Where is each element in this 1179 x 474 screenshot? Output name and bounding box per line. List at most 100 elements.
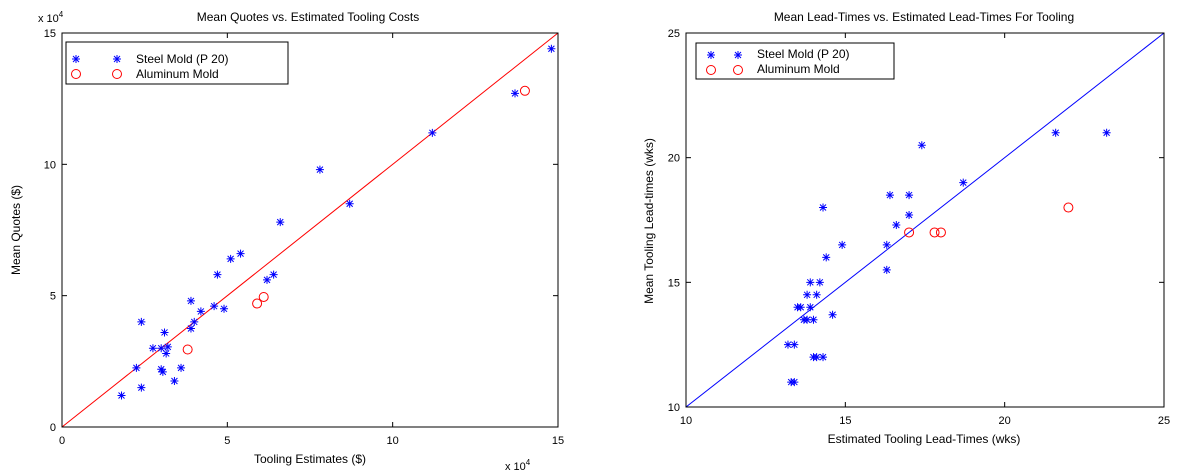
legend: Steel Mold (P 20) Aluminum Mold	[65, 41, 289, 85]
chart-title: Mean Lead-Times vs. Estimated Lead-Times…	[774, 10, 1074, 24]
chart-leadtimes: Mean Lead-Times vs. Estimated Lead-Times…	[642, 10, 1170, 446]
y-axis-multiplier: x 104	[38, 10, 64, 25]
chart-title: Mean Quotes vs. Estimated Tooling Costs	[197, 10, 420, 24]
data-point-steel	[315, 165, 324, 174]
chart-quotes-vs-estimates: Mean Quotes vs. Estimated Tooling Costs …	[9, 10, 564, 473]
x-tick-label: 0	[59, 435, 65, 447]
data-point-steel	[790, 340, 799, 349]
data-point-steel	[117, 391, 126, 400]
data-point-steel	[803, 290, 812, 299]
legend: Steel Mold (P 20) Aluminum Mold	[695, 42, 895, 80]
data-point-steel	[157, 344, 166, 353]
data-point-steel	[263, 275, 272, 284]
data-point-steel	[819, 203, 828, 212]
x-tick-label: 10	[680, 415, 692, 427]
data-point-steel	[177, 363, 186, 372]
data-point-steel	[815, 278, 824, 287]
data-point-steel	[547, 44, 556, 53]
data-point-steel	[1051, 128, 1060, 137]
data-point-steel	[276, 218, 285, 227]
data-point-steel	[819, 353, 828, 362]
x-axis-multiplier: x 104	[505, 458, 531, 473]
x-tick-label: 20	[999, 415, 1011, 427]
data-point-steel	[905, 191, 914, 200]
data-point-aluminum	[182, 344, 193, 355]
data-point-steel	[882, 240, 891, 249]
legend-label-aluminum: Aluminum Mold	[136, 67, 219, 81]
x-tick-label: 25	[1158, 415, 1170, 427]
y-tick-label: 15	[668, 277, 680, 289]
data-point-steel	[160, 328, 169, 337]
legend-marker-aluminum	[71, 69, 81, 79]
data-point-aluminum	[258, 291, 269, 302]
data-point-steel	[162, 349, 171, 358]
reference-line	[61, 32, 559, 428]
data-point-steel	[186, 324, 195, 333]
data-point-steel	[917, 141, 926, 150]
legend-label-steel: Steel Mold (P 20)	[757, 47, 850, 61]
data-point-steel	[806, 303, 815, 312]
data-point-steel	[812, 353, 821, 362]
data-point-steel	[186, 296, 195, 305]
data-point-steel	[882, 265, 891, 274]
data-point-steel	[905, 211, 914, 220]
data-point-steel	[137, 317, 146, 326]
data-point-aluminum	[519, 85, 530, 96]
multiplier-base: x 10	[505, 461, 526, 473]
data-point-steel	[892, 220, 901, 229]
legend-marker-steel	[72, 55, 80, 63]
legend-marker-steel	[113, 55, 121, 63]
data-point-steel	[236, 249, 245, 258]
legend-box	[695, 42, 895, 80]
data-point-steel	[226, 254, 235, 263]
y-tick-label: 0	[50, 422, 56, 434]
data-point-steel	[959, 178, 968, 187]
legend-label-steel: Steel Mold (P 20)	[136, 52, 229, 66]
y-tick-label: 15	[44, 28, 56, 40]
data-point-aluminum	[935, 227, 946, 238]
data-point-steel	[428, 128, 437, 137]
data-point-steel	[783, 340, 792, 349]
data-point-steel	[790, 378, 799, 387]
data-point-steel	[806, 278, 815, 287]
x-axis-label: Tooling Estimates ($)	[254, 452, 366, 466]
y-axis-label: Mean Quotes ($)	[9, 185, 23, 275]
legend-marker-steel	[707, 51, 715, 59]
multiplier-base: x 10	[38, 13, 59, 25]
y-tick-label: 10	[44, 159, 56, 171]
data-point-steel	[796, 303, 805, 312]
data-point-steel	[812, 290, 821, 299]
data-point-aluminum	[904, 227, 915, 238]
data-point-steel	[190, 317, 199, 326]
y-axis-label: Mean Tooling Lead-times (wks)	[642, 138, 656, 304]
multiplier-exponent: 4	[526, 458, 531, 467]
y-tick-label: 5	[50, 291, 56, 303]
legend-marker-aluminum	[706, 65, 716, 75]
x-tick-label: 5	[224, 435, 230, 447]
data-point-steel	[1102, 128, 1111, 137]
legend-marker-aluminum	[112, 69, 122, 79]
data-point-steel	[132, 363, 141, 372]
legend-box	[65, 41, 289, 85]
legend-marker-aluminum	[733, 65, 743, 75]
data-point-steel	[511, 89, 520, 98]
x-tick-label: 15	[839, 415, 851, 427]
data-point-steel	[828, 310, 837, 319]
data-point-steel	[148, 344, 157, 353]
data-point-aluminum	[252, 298, 263, 309]
legend-label-aluminum: Aluminum Mold	[757, 62, 840, 76]
y-tick-label: 25	[668, 28, 680, 40]
data-point-steel	[885, 191, 894, 200]
data-point-steel	[158, 367, 167, 376]
data-point-steel	[220, 304, 229, 313]
data-point-aluminum	[1063, 202, 1074, 213]
data-point-steel	[213, 270, 222, 279]
data-point-steel	[269, 270, 278, 279]
data-point-aluminum	[929, 227, 940, 238]
data-point-steel	[210, 302, 219, 311]
data-point-steel	[838, 240, 847, 249]
y-tick-label: 20	[668, 153, 680, 165]
data-point-steel	[157, 365, 166, 374]
multiplier-exponent: 4	[59, 10, 64, 19]
